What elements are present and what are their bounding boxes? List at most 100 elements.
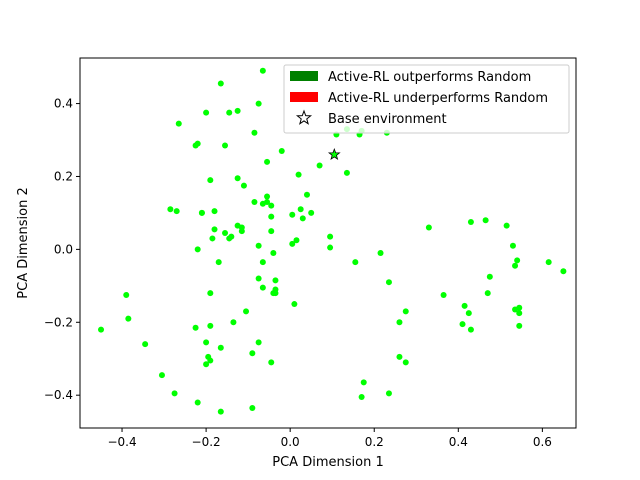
data-point [264,193,271,200]
y-tick-label: −0.2 [44,315,73,329]
data-point [173,208,180,215]
data-point [289,211,296,218]
data-point [217,344,224,351]
legend-star-shape [295,109,313,125]
legend-label-base-environment: Base environment [328,112,447,127]
data-point [203,109,210,116]
data-point [251,198,258,205]
data-point [503,222,510,229]
data-point [207,290,214,297]
data-point [467,219,474,226]
data-point [255,339,262,346]
x-tick-label: 0.6 [533,435,552,449]
data-point [516,322,523,329]
data-point [402,359,409,366]
data-point [158,372,165,379]
data-point [465,310,472,317]
data-point [358,394,365,401]
data-point [226,109,233,116]
legend-patch-underperforms [290,92,318,102]
data-point [308,209,315,216]
data-point [385,390,392,397]
data-point [486,273,493,280]
data-point [171,390,178,397]
base-environment-star [327,147,341,160]
data-point [207,177,214,184]
data-point [278,147,285,154]
data-point [289,240,296,247]
data-point [249,350,256,357]
data-point [516,310,523,317]
data-point [226,235,233,242]
data-point [514,257,521,264]
data-point [327,233,334,240]
data-point [268,213,275,220]
data-point [259,67,266,74]
plot-frame [79,57,577,429]
data-point [396,353,403,360]
data-point [440,291,447,298]
data-point [175,120,182,127]
data-point [215,259,222,266]
data-point [203,339,210,346]
y-axis-ticks: −0.4 −0.2 0.0 0.2 0.4 [44,97,80,402]
data-point [255,242,262,249]
x-axis-label: PCA Dimension 1 [272,455,383,470]
base-environment-marker [327,147,341,160]
data-point [402,308,409,315]
data-point [299,215,306,222]
y-tick-label: 0.2 [54,169,73,183]
data-point [217,80,224,87]
data-point [560,268,567,275]
data-point [327,244,334,251]
data-point [272,277,279,284]
data-point [516,304,523,311]
x-tick-label: −0.2 [192,435,221,449]
data-point [251,129,258,136]
data-point [222,142,229,149]
data-point [142,341,149,348]
data-point [222,229,229,236]
legend: Active-RL outperforms Random Active-RL u… [283,64,570,134]
data-point [194,246,201,253]
data-point [207,357,214,364]
data-point [211,226,218,233]
legend-box [283,64,570,134]
legend-label-underperforms: Active-RL underperforms Random [328,91,548,106]
data-point [303,191,310,198]
data-point [230,319,237,326]
data-point [295,171,302,178]
data-point [98,326,105,333]
y-tick-label: 0.4 [54,97,73,111]
data-point [192,324,199,331]
data-point [234,107,241,114]
data-point [343,169,350,176]
x-axis-ticks: −0.4 −0.2 0.0 0.2 0.4 0.6 [107,428,552,449]
data-point [123,291,130,298]
data-point [207,322,214,329]
data-point [194,140,201,147]
data-point [167,206,174,213]
data-point [268,228,275,235]
data-point [259,259,266,266]
data-point [249,404,256,411]
data-point [259,284,266,291]
data-point [482,217,489,224]
data-point [512,262,519,269]
data-point [461,302,468,309]
data-point [459,321,466,328]
data-point [270,250,277,257]
data-point [360,379,367,386]
data-point [194,399,201,406]
data-point [125,315,132,322]
data-point [377,250,384,257]
data-point [509,242,516,249]
data-point [268,202,275,209]
y-tick-label: −0.4 [44,388,73,402]
data-point [268,359,275,366]
data-point [425,224,432,231]
data-point [264,158,271,165]
data-point [234,175,241,182]
data-point [291,301,298,308]
